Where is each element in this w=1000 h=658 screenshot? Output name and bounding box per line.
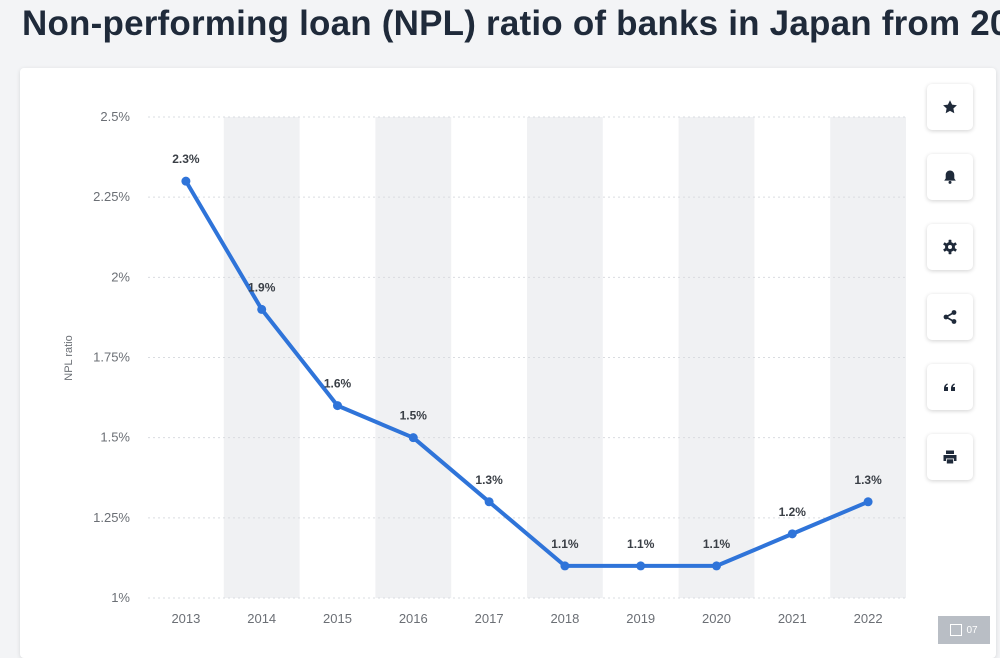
data-point[interactable] <box>712 561 721 571</box>
settings-button[interactable] <box>927 224 973 270</box>
bell-icon <box>944 170 956 184</box>
data-point[interactable] <box>484 497 494 507</box>
notification-button[interactable] <box>927 154 973 200</box>
x-axis-ticks: 2013 2014 2015 2016 2017 2018 2019 2020 2021 2022 <box>171 611 882 626</box>
x-tick-label: 2013 <box>171 611 200 626</box>
y-tick-label: 2% <box>111 269 130 284</box>
data-point[interactable] <box>181 176 191 186</box>
data-label: 1.3% <box>854 473 882 487</box>
y-tick-label: 1.5% <box>100 430 130 445</box>
data-label: 1.1% <box>703 537 731 551</box>
cite-button[interactable] <box>927 364 973 410</box>
badge-text: 07 <box>966 624 978 636</box>
share-icon <box>943 310 957 324</box>
x-tick-label: 2019 <box>626 611 655 626</box>
x-tick-label: 2022 <box>854 611 883 626</box>
gridlines <box>148 116 906 599</box>
x-tick-label: 2020 <box>702 611 731 626</box>
gear-icon <box>943 239 957 255</box>
y-tick-label: 2.25% <box>93 189 130 204</box>
data-label: 1.5% <box>400 409 428 423</box>
x-tick-label: 2017 <box>475 611 504 626</box>
x-tick-label: 2014 <box>247 611 276 626</box>
data-label: 1.2% <box>779 505 807 519</box>
quote-icon <box>944 383 955 391</box>
data-label: 1.3% <box>475 473 503 487</box>
data-label: 1.1% <box>551 537 579 551</box>
data-label: 1.6% <box>324 377 352 391</box>
data-point[interactable] <box>636 561 646 571</box>
print-button[interactable] <box>927 434 973 480</box>
data-point[interactable] <box>560 561 570 571</box>
data-point[interactable] <box>863 497 873 507</box>
chart-toolbar <box>927 84 973 504</box>
y-tick-label: 1.75% <box>93 350 130 365</box>
x-tick-label: 2021 <box>778 611 807 626</box>
y-axis-label: NPL ratio <box>63 335 75 380</box>
y-tick-label: 2.5% <box>100 109 130 124</box>
data-point[interactable] <box>408 433 418 443</box>
data-point[interactable] <box>333 401 342 411</box>
star-icon <box>943 100 957 114</box>
share-button[interactable] <box>927 294 973 340</box>
column-band <box>223 117 300 598</box>
column-band <box>678 117 755 598</box>
data-labels: 2.3% 1.9% 1.6% 1.5% 1.3% 1.1% 1.1% 1.1% 1.2% 1.3% <box>172 152 882 551</box>
data-label: 1.9% <box>248 280 276 294</box>
y-tick-label: 1.25% <box>93 510 130 525</box>
corner-badge: 07 <box>938 616 990 644</box>
series-line <box>183 179 871 568</box>
data-label: 1.1% <box>627 537 655 551</box>
y-axis-ticks: 1% 1.25% 1.5% 1.75% 2% 2.25% 2.5% <box>93 109 130 605</box>
data-label: 2.3% <box>172 152 200 166</box>
print-icon <box>943 450 957 464</box>
x-tick-label: 2018 <box>550 611 579 626</box>
data-points <box>181 176 873 571</box>
image-icon <box>950 624 963 636</box>
data-point[interactable] <box>257 304 267 314</box>
x-tick-label: 2016 <box>399 611 428 626</box>
favorite-button[interactable] <box>927 84 973 130</box>
x-tick-label: 2015 <box>323 611 352 626</box>
data-point[interactable] <box>787 529 797 539</box>
page-title: Non-performing loan (NPL) ratio of banks… <box>22 4 1000 43</box>
y-tick-label: 1% <box>111 590 130 605</box>
